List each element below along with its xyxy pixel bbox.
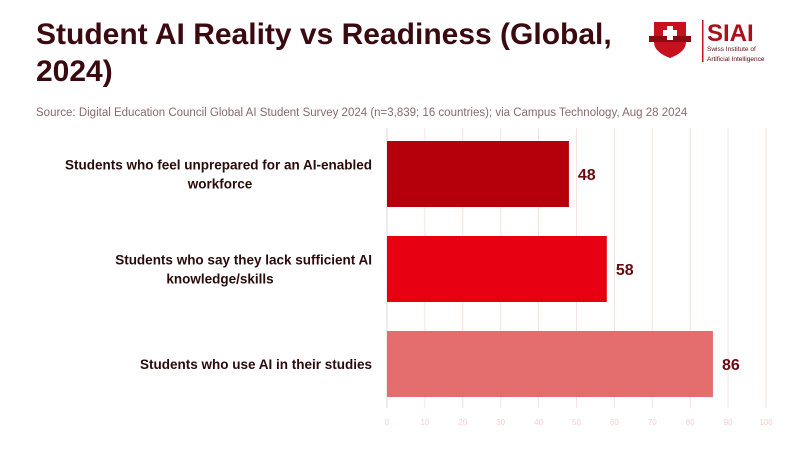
category-label: Students who feel unprepared for an AI-e… bbox=[65, 158, 372, 173]
logo-name: SIAI bbox=[707, 20, 754, 47]
bar bbox=[387, 236, 607, 302]
data-label: 58 bbox=[616, 262, 634, 279]
category-label: Students who use AI in their studies bbox=[140, 357, 372, 372]
bar bbox=[387, 141, 569, 207]
x-tick-label: 100 bbox=[759, 418, 773, 427]
data-label: 86 bbox=[722, 357, 740, 374]
category-label: Students who say they lack sufficient AI bbox=[115, 253, 372, 268]
x-tick-label: 0 bbox=[385, 418, 390, 427]
x-tick-label: 80 bbox=[686, 418, 695, 427]
source-note: Source: Digital Education Council Global… bbox=[36, 107, 688, 119]
category-label: workforce bbox=[187, 177, 253, 192]
logo-subtitle: Swiss Institute of bbox=[707, 46, 756, 53]
category-label: knowledge/skills bbox=[166, 272, 273, 287]
chart-title: Student AI Reality vs Readiness (Global,… bbox=[36, 18, 612, 88]
x-tick-label: 40 bbox=[534, 418, 543, 427]
x-tick-label: 50 bbox=[572, 418, 581, 427]
x-tick-label: 10 bbox=[420, 418, 429, 427]
data-label: 48 bbox=[578, 167, 596, 184]
bar bbox=[387, 331, 713, 397]
x-tick-label: 90 bbox=[724, 418, 733, 427]
siai-logo: SIAI Swiss Institute of Artificial Intel… bbox=[648, 16, 788, 66]
x-tick-label: 20 bbox=[458, 418, 467, 427]
x-tick-label: 60 bbox=[610, 418, 619, 427]
x-tick-label: 30 bbox=[496, 418, 505, 427]
x-tick-label: 70 bbox=[648, 418, 657, 427]
logo-subtitle: Artificial Intelligence bbox=[707, 56, 765, 63]
